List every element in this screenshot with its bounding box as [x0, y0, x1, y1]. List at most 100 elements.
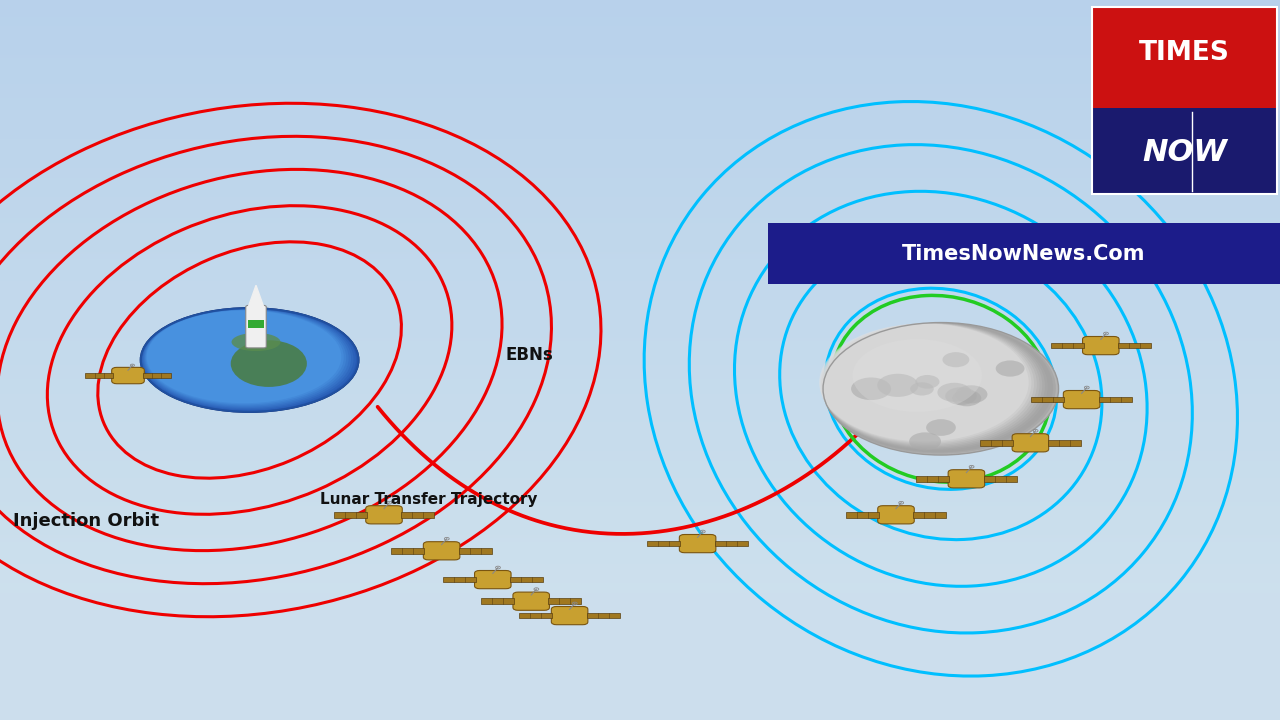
Bar — [0, 657, 1280, 660]
FancyBboxPatch shape — [552, 606, 588, 625]
Text: TimesNowNews.Com: TimesNowNews.Com — [902, 244, 1146, 264]
Bar — [0, 173, 1280, 175]
Bar — [0, 65, 1280, 67]
Bar — [0, 63, 1280, 65]
Circle shape — [909, 433, 941, 450]
Bar — [0, 50, 1280, 53]
Bar — [0, 701, 1280, 703]
Bar — [0, 48, 1280, 50]
Bar — [0, 89, 1280, 91]
Bar — [0, 523, 1280, 526]
Bar — [0, 432, 1280, 434]
Bar — [0, 629, 1280, 631]
Bar — [0, 557, 1280, 559]
Bar — [0, 329, 1280, 331]
Bar — [0, 504, 1280, 506]
Bar — [0, 405, 1280, 408]
Bar — [0, 31, 1280, 34]
Bar — [443, 577, 476, 582]
FancyBboxPatch shape — [1012, 433, 1048, 452]
Circle shape — [819, 323, 1032, 443]
Bar — [0, 216, 1280, 218]
Bar — [0, 194, 1280, 197]
Bar — [0, 401, 1280, 403]
Bar — [0, 108, 1280, 110]
Bar — [0, 67, 1280, 70]
Bar — [0, 139, 1280, 142]
Bar — [0, 14, 1280, 17]
Bar — [1051, 343, 1083, 348]
Bar — [0, 415, 1280, 418]
Bar — [0, 362, 1280, 365]
Bar — [0, 706, 1280, 708]
Bar — [0, 187, 1280, 189]
Bar — [0, 449, 1280, 451]
Bar — [0, 96, 1280, 99]
Bar — [0, 81, 1280, 84]
Bar — [0, 72, 1280, 74]
Bar — [0, 466, 1280, 468]
Bar — [0, 156, 1280, 158]
Bar — [0, 312, 1280, 315]
Bar — [0, 636, 1280, 639]
Circle shape — [915, 375, 940, 389]
Bar — [0, 636, 1280, 720]
Bar — [0, 593, 1280, 720]
Bar — [0, 17, 1280, 19]
Ellipse shape — [230, 341, 307, 387]
Text: EBNs: EBNs — [506, 346, 553, 364]
Bar — [0, 511, 1280, 513]
Bar — [0, 315, 1280, 317]
Bar — [0, 441, 1280, 444]
Ellipse shape — [143, 309, 351, 408]
Bar — [0, 549, 1280, 552]
Bar — [0, 634, 1280, 636]
Bar — [0, 673, 1280, 720]
Bar — [0, 343, 1280, 346]
Bar — [0, 389, 1280, 391]
Bar — [0, 276, 1280, 279]
Bar — [0, 396, 1280, 398]
Bar — [0, 351, 1280, 353]
Bar — [0, 19, 1280, 22]
Bar — [0, 60, 1280, 63]
Bar — [0, 382, 1280, 384]
Bar — [0, 238, 1280, 240]
Circle shape — [942, 352, 969, 367]
Bar — [714, 541, 748, 546]
Bar — [0, 562, 1280, 564]
Bar — [0, 633, 1280, 720]
Bar — [0, 319, 1280, 322]
Bar — [0, 675, 1280, 677]
Bar — [0, 225, 1280, 228]
Bar — [0, 595, 1280, 598]
Bar — [0, 254, 1280, 257]
Bar — [143, 373, 170, 378]
Bar — [0, 281, 1280, 283]
Bar — [0, 365, 1280, 367]
Circle shape — [910, 382, 934, 395]
Bar — [0, 598, 1280, 720]
Bar — [0, 648, 1280, 650]
Bar — [0, 91, 1280, 94]
Bar — [0, 113, 1280, 115]
Bar — [0, 12, 1280, 14]
Bar — [0, 621, 1280, 624]
Bar — [0, 7, 1280, 9]
Bar — [0, 58, 1280, 60]
Bar — [0, 654, 1280, 720]
Bar — [648, 541, 681, 546]
Bar — [0, 689, 1280, 691]
Bar — [0, 261, 1280, 264]
Bar — [0, 151, 1280, 153]
Bar — [0, 698, 1280, 701]
Bar — [0, 670, 1280, 672]
Bar — [0, 613, 1280, 720]
Bar — [0, 290, 1280, 293]
Bar — [0, 528, 1280, 531]
Bar — [0, 660, 1280, 720]
Bar — [0, 125, 1280, 127]
Bar — [0, 180, 1280, 182]
Bar — [0, 715, 1280, 718]
Bar — [0, 600, 1280, 720]
